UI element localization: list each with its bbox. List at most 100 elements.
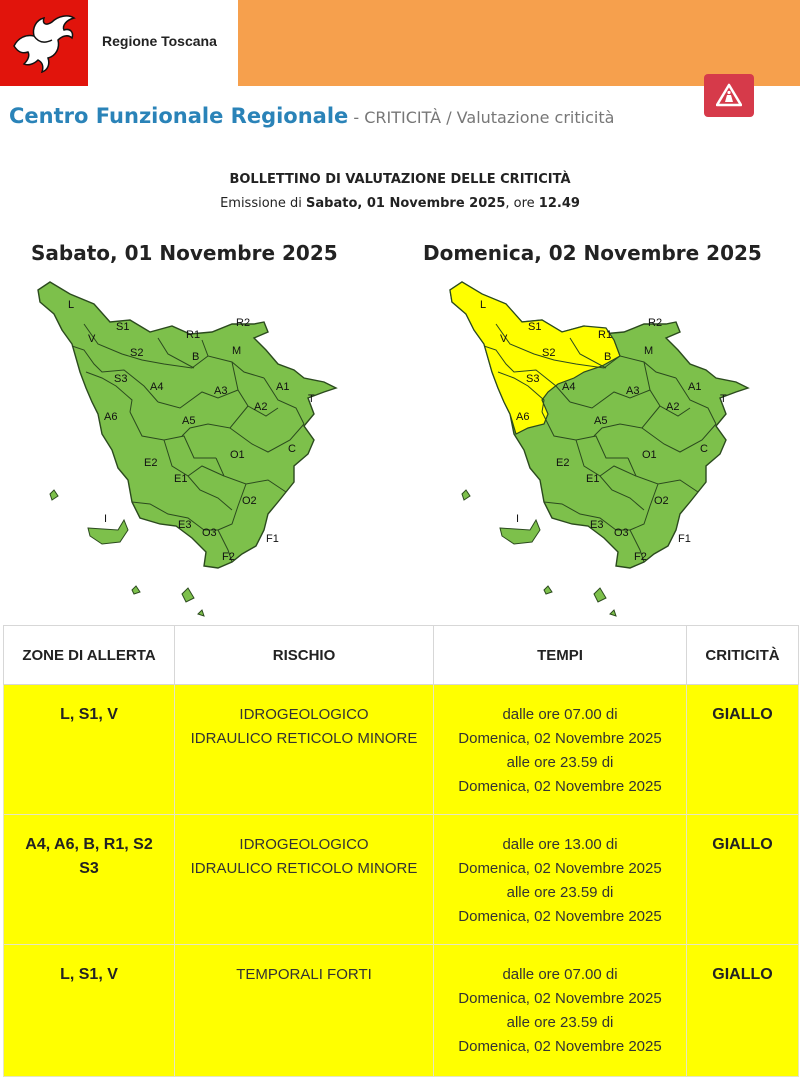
zone-label-f2: F2 <box>634 551 647 563</box>
zone-label-o1: O1 <box>642 449 657 461</box>
zone-label-i: I <box>104 513 107 525</box>
zone-label-v: V <box>88 333 96 345</box>
time-line: Domenica, 02 Novembre 2025 <box>458 1038 662 1055</box>
table-header-row: ZONE DI ALLERTA RISCHIO TEMPI CRITICITÀ <box>3 625 799 685</box>
pegasus-logo-icon <box>0 0 88 86</box>
map-title-saturday: Sabato, 01 Novembre 2025 <box>31 241 338 265</box>
zone-label-a3: A3 <box>626 385 639 397</box>
cell-risk: IDROGEOLOGICO IDRAULICO RETICOLO MINORE <box>174 814 434 945</box>
cell-zones: L, S1, V <box>3 684 175 815</box>
cell-level: GIALLO <box>686 684 799 815</box>
island <box>543 585 553 595</box>
zone-border <box>541 411 628 459</box>
zone-label-a1: A1 <box>688 381 701 393</box>
map-saturday[interactable]: L S1 V R1 R2 M S2 B S3 A4 A3 A1 A6 A2 T A5 O1 C E2 E1 O2 I E3 O… <box>32 268 352 618</box>
bulletin-emission: Emissione di Sabato, 01 Novembre 2025, o… <box>0 196 800 211</box>
zone-border <box>129 411 216 459</box>
zone-label-b: B <box>192 351 199 363</box>
risk-line: IDROGEOLOGICO <box>239 836 369 853</box>
zone-border <box>181 405 249 437</box>
zone-border <box>187 465 225 477</box>
zone-label-a2: A2 <box>254 401 267 413</box>
top-banner: Regione Toscana <box>0 0 800 86</box>
zone-border <box>495 323 621 369</box>
zone-label-a3: A3 <box>214 385 227 397</box>
table-row: L, S1, V TEMPORALI FORTI dalle ore 07.00… <box>3 944 799 1077</box>
zone-border <box>497 371 545 413</box>
time-line: dalle ore 07.00 di <box>502 966 618 983</box>
zone-label-o1: O1 <box>230 449 245 461</box>
zone-border <box>71 345 159 403</box>
cell-level: GIALLO <box>686 814 799 945</box>
zone-border <box>83 323 209 369</box>
zone-label-s1: S1 <box>528 321 541 333</box>
time-line: Domenica, 02 Novembre 2025 <box>458 730 662 747</box>
zone-border <box>599 465 637 477</box>
map-sunday[interactable]: L S1 V R1 R2 M S2 B S3 A4 A3 A1 A6 A2 T A5 O1 C E2 E1 O2 I E3 O… <box>444 268 764 618</box>
breadcrumb-separator: - <box>348 108 365 127</box>
zone-label-o2: O2 <box>242 495 257 507</box>
zone-label-e1: E1 <box>174 473 187 485</box>
zone-label-v: V <box>500 333 508 345</box>
risk-line: IDRAULICO RETICOLO MINORE <box>190 860 418 877</box>
emission-time: 12.49 <box>538 196 580 211</box>
zone-label-a6: A6 <box>104 411 117 423</box>
table-row: L, S1, V IDROGEOLOGICO IDRAULICO RETICOLO… <box>3 684 799 815</box>
zone-label-a5: A5 <box>182 415 195 427</box>
time-line: dalle ore 07.00 di <box>502 706 618 723</box>
map-title-sunday: Domenica, 02 Novembre 2025 <box>423 241 762 265</box>
zone-label-s3: S3 <box>114 373 127 385</box>
zone-label-i: I <box>516 513 519 525</box>
zone-border <box>217 483 247 531</box>
cell-times: dalle ore 13.00 di Domenica, 02 Novembre … <box>433 814 687 945</box>
risk-line: IDROGEOLOGICO <box>239 706 369 723</box>
zone-label-e2: E2 <box>144 457 157 469</box>
zone-border <box>483 345 571 403</box>
time-line: alle ore 23.59 di <box>506 884 614 901</box>
time-line: alle ore 23.59 di <box>506 754 614 771</box>
breadcrumb-path[interactable]: CRITICITÀ / Valutazione criticità <box>364 108 615 127</box>
cell-level: GIALLO <box>686 944 799 1077</box>
cell-times: dalle ore 07.00 di Domenica, 02 Novembre … <box>433 944 687 1077</box>
zone-border <box>543 501 617 531</box>
zone-label-r2: R2 <box>648 317 662 329</box>
zone-border <box>569 337 607 369</box>
time-line: Domenica, 02 Novembre 2025 <box>458 990 662 1007</box>
zone-label-e3: E3 <box>178 519 191 531</box>
zone-label-m: M <box>232 345 241 357</box>
zone-label-e1: E1 <box>586 473 599 485</box>
zone-label-t: T <box>720 393 727 405</box>
zone-label-a6: A6 <box>516 411 529 423</box>
cell-zones: L, S1, V <box>3 944 175 1077</box>
zone-label-e2: E2 <box>556 457 569 469</box>
breadcrumb: Centro Funzionale Regionale - CRITICITÀ … <box>9 104 614 128</box>
zone-label-o3: O3 <box>202 527 217 539</box>
cell-zones: A4, A6, B, R1, S2 S3 <box>3 814 175 945</box>
emission-mid: , ore <box>505 196 539 211</box>
page-title[interactable]: Centro Funzionale Regionale <box>9 104 349 128</box>
zone-label-s3: S3 <box>526 373 539 385</box>
col-header-criticality: CRITICITÀ <box>686 625 799 685</box>
zone-label-m: M <box>644 345 653 357</box>
table-row: A4, A6, B, R1, S2 S3 IDROGEOLOGICO IDRAUL… <box>3 814 799 945</box>
brand-logo[interactable]: Regione Toscana <box>0 0 238 86</box>
zone-label-e3: E3 <box>590 519 603 531</box>
zone-label-r2: R2 <box>236 317 250 329</box>
zone-border <box>163 439 233 511</box>
zone-border <box>204 529 233 563</box>
zone-border <box>229 423 305 453</box>
island <box>499 518 541 545</box>
zone-border <box>675 377 717 425</box>
zone-border <box>569 389 651 409</box>
zone-label-r1: R1 <box>598 329 612 341</box>
zone-label-s1: S1 <box>116 321 129 333</box>
zone-border <box>641 423 717 453</box>
alert-button[interactable] <box>704 74 754 117</box>
cell-risk: TEMPORALI FORTI <box>174 944 434 1077</box>
island <box>87 518 129 545</box>
zone-label-a5: A5 <box>594 415 607 427</box>
zone-border <box>157 389 239 409</box>
bulletin-title: BOLLETTINO DI VALUTAZIONE DELLE CRITICIT… <box>229 172 571 187</box>
zone-label-s2: S2 <box>130 347 143 359</box>
zone-border <box>593 405 661 437</box>
